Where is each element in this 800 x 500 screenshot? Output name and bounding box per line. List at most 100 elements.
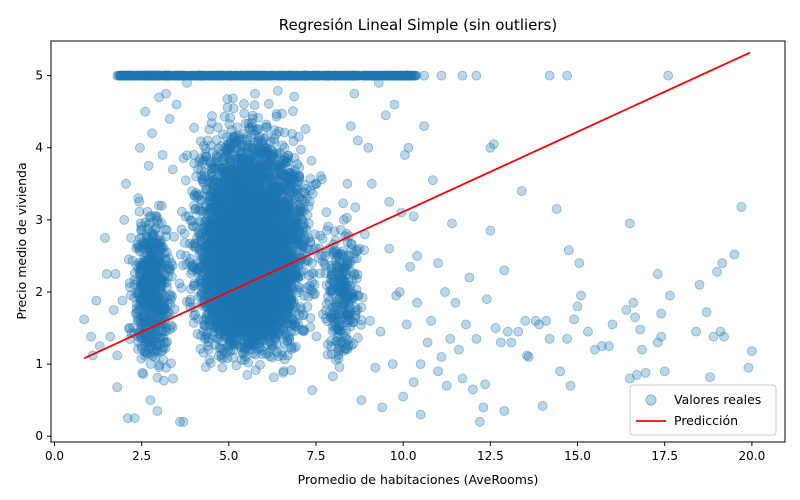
data-point <box>169 231 179 242</box>
data-point <box>123 254 134 265</box>
data-point <box>132 316 143 326</box>
data-point <box>137 258 148 268</box>
data-point <box>159 277 170 288</box>
data-point <box>174 278 185 289</box>
data-point <box>181 250 191 261</box>
data-point <box>253 134 264 144</box>
data-point <box>179 228 190 239</box>
data-point <box>134 196 145 207</box>
data-point <box>153 240 164 251</box>
data-point <box>145 295 156 305</box>
data-point <box>142 251 153 262</box>
data-point <box>149 287 160 297</box>
data-point <box>142 276 153 287</box>
data-point <box>153 303 164 313</box>
data-point <box>150 211 161 222</box>
data-point <box>134 246 145 257</box>
data-point <box>145 303 155 314</box>
data-point <box>153 297 164 308</box>
data-point <box>138 290 149 301</box>
data-point <box>161 322 171 333</box>
data-point <box>159 302 170 313</box>
data-point <box>207 180 218 191</box>
data-point <box>141 269 152 280</box>
data-point <box>129 292 140 303</box>
data-point <box>161 231 172 242</box>
data-point <box>151 308 162 319</box>
data-point <box>142 206 153 217</box>
data-point <box>151 234 162 245</box>
data-point <box>149 301 160 312</box>
data-point <box>142 232 152 243</box>
data-point <box>263 98 274 109</box>
data-point <box>129 268 140 279</box>
data-point <box>154 270 165 281</box>
data-point <box>149 274 159 285</box>
data-point <box>144 254 155 265</box>
data-point <box>140 312 151 323</box>
data-point <box>151 269 162 280</box>
data-point <box>139 286 150 297</box>
data-point <box>146 275 157 286</box>
data-point <box>156 263 167 274</box>
data-point <box>162 298 173 309</box>
data-point <box>156 276 167 286</box>
data-point <box>150 224 160 235</box>
data-point <box>134 258 144 268</box>
data-point <box>268 372 279 383</box>
data-point <box>138 265 148 276</box>
data-point <box>163 271 174 282</box>
data-point <box>140 278 151 289</box>
data-point <box>152 269 163 279</box>
data-point <box>292 159 303 169</box>
data-point <box>311 331 322 342</box>
data-point <box>152 347 163 357</box>
data-point <box>136 263 146 274</box>
data-point <box>148 229 159 240</box>
data-point <box>137 277 147 288</box>
data-point <box>133 264 144 274</box>
data-point <box>154 231 165 241</box>
data-point <box>147 280 158 291</box>
data-point <box>131 243 142 253</box>
data-point <box>150 289 161 300</box>
data-point <box>138 280 149 291</box>
data-point <box>186 215 197 226</box>
data-point <box>149 300 160 311</box>
data-point <box>246 164 257 174</box>
data-point <box>149 276 160 287</box>
data-point <box>144 291 155 302</box>
data-point <box>253 112 264 123</box>
data-point <box>156 299 167 310</box>
data-point <box>146 279 156 290</box>
data-point <box>151 210 162 221</box>
data-point <box>150 352 161 363</box>
data-point <box>134 267 145 278</box>
data-point <box>271 109 282 119</box>
data-point <box>302 243 312 254</box>
data-point <box>142 348 153 359</box>
data-point <box>139 255 149 266</box>
data-point <box>169 304 180 315</box>
data-point <box>138 275 149 286</box>
data-point <box>139 300 150 311</box>
data-point <box>157 326 168 337</box>
data-point <box>161 247 172 258</box>
data-point <box>151 330 162 341</box>
data-point <box>160 309 171 320</box>
data-point <box>151 268 161 278</box>
data-point <box>165 324 176 335</box>
data-point <box>133 289 144 299</box>
data-point <box>143 267 154 278</box>
data-point <box>150 247 161 258</box>
data-point <box>135 297 146 308</box>
data-point <box>153 275 164 286</box>
data-point <box>153 306 164 317</box>
data-point <box>145 291 156 302</box>
data-point <box>155 312 165 323</box>
data-point <box>149 266 160 277</box>
data-point <box>149 328 159 339</box>
data-point <box>135 294 146 305</box>
data-point <box>158 332 169 343</box>
